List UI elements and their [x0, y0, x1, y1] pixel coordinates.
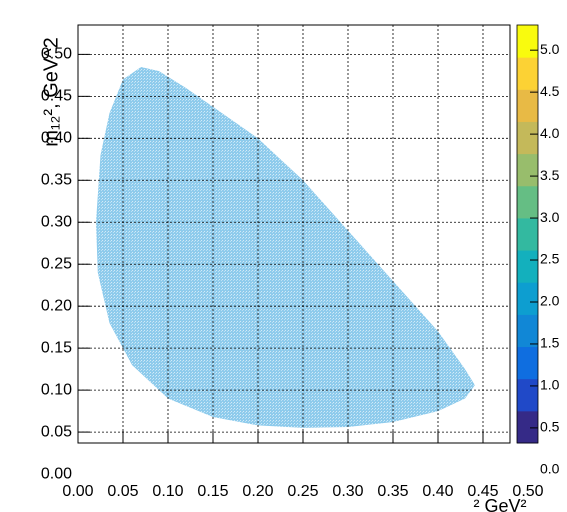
palette-swatch — [517, 250, 538, 283]
palette-swatch — [517, 282, 538, 315]
z-tick-label: 4.5 — [540, 83, 560, 99]
z-tick-label: 3.0 — [540, 209, 560, 225]
y-tick-label: 0.35 — [41, 171, 72, 188]
y-tick-label: 0.30 — [41, 213, 72, 230]
y-tick-label: 0.20 — [41, 297, 72, 314]
z-tick-label: 3.5 — [540, 167, 560, 183]
x-tick-label: 0.15 — [197, 483, 228, 500]
palette-swatch — [517, 185, 538, 219]
region-texture — [96, 66, 475, 428]
x-tick-label: 0.05 — [107, 483, 138, 500]
x-tick-label: 0.20 — [242, 483, 273, 500]
plot-area — [96, 66, 475, 428]
z-tick-label: 0.0 — [540, 461, 560, 477]
x-tick-label: 0.50 — [512, 483, 543, 500]
z-tick-label: 1.0 — [540, 377, 560, 393]
palette-swatch — [517, 410, 538, 444]
z-tick-label: 2.0 — [540, 293, 560, 309]
z-tick-label: 2.5 — [540, 251, 560, 267]
palette-swatch — [517, 153, 538, 187]
palette-frame — [516, 24, 539, 444]
y-tick-label: 0.40 — [41, 130, 72, 147]
y-axis-title: m₁₂², GeV^2 — [40, 37, 62, 146]
z-tick-label: 1.5 — [540, 335, 560, 351]
y-tick-label: 0.25 — [41, 255, 72, 272]
x-tick-label: 0.25 — [287, 483, 318, 500]
palette-swatch — [517, 25, 538, 58]
palette-swatch — [517, 346, 538, 380]
y-tick-label: 0.00 — [41, 465, 72, 482]
palette-swatch — [517, 57, 538, 90]
z-tick-label: 4.0 — [540, 125, 560, 141]
x-tick-label: 0.10 — [152, 483, 183, 500]
palette-swatch — [517, 89, 538, 122]
x-axis-title: ² GeV² — [473, 496, 526, 512]
z-tick-label: 0.5 — [540, 419, 560, 435]
z-tick-label: 5.0 — [540, 41, 560, 57]
palette-swatch — [517, 217, 538, 251]
y-tick-label: 0.05 — [41, 423, 72, 440]
y-tick-label: 0.10 — [41, 381, 72, 398]
palette-swatch — [517, 121, 538, 155]
y-tick-label: 0.45 — [41, 88, 72, 105]
x-tick-label: 0.35 — [377, 483, 408, 500]
x-tick-label: 0.30 — [332, 483, 363, 500]
palette-swatch — [517, 378, 538, 412]
x-tick-label: 0.40 — [422, 483, 453, 500]
y-tick-label: 0.15 — [41, 339, 72, 356]
x-tick-label: 0.00 — [62, 483, 93, 500]
y-tick-label: 0.50 — [41, 46, 72, 63]
x-tick-label: 0.45 — [467, 483, 498, 500]
plot-frame — [77, 24, 511, 444]
palette-swatch — [517, 314, 538, 348]
